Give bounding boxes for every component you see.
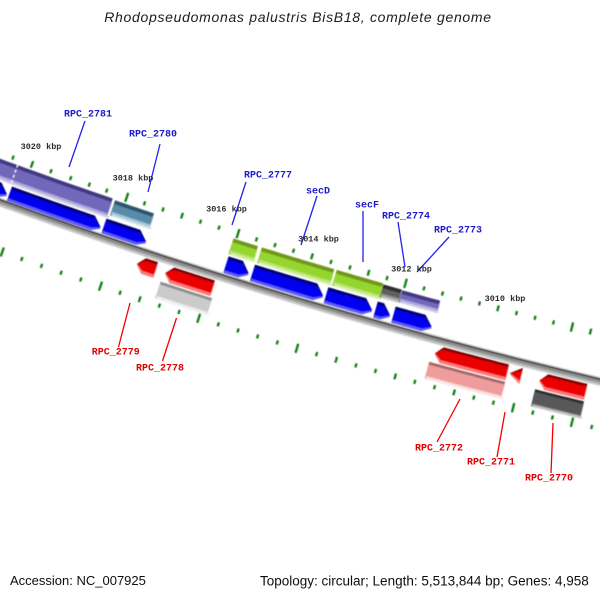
svg-text:secD: secD: [306, 187, 330, 198]
svg-text:RPC_2777: RPC_2777: [244, 171, 292, 182]
svg-text:3012 kbp: 3012 kbp: [391, 265, 432, 275]
svg-text:RPC_2778: RPC_2778: [136, 363, 184, 374]
svg-text:RPC_2770: RPC_2770: [525, 474, 573, 485]
svg-text:RPC_2772: RPC_2772: [415, 444, 463, 455]
svg-text:Topology: circular; Length: 5,: Topology: circular; Length: 5,513,844 bp…: [260, 574, 589, 589]
svg-text:RPC_2774: RPC_2774: [382, 212, 430, 223]
svg-text:RPC_2773: RPC_2773: [434, 226, 482, 237]
svg-text:3020 kbp: 3020 kbp: [21, 142, 62, 152]
svg-text:3010 kbp: 3010 kbp: [485, 294, 526, 304]
svg-text:3016 kbp: 3016 kbp: [206, 205, 247, 215]
svg-text:RPC_2780: RPC_2780: [129, 130, 177, 141]
svg-text:RPC_2779: RPC_2779: [92, 348, 140, 359]
svg-text:RPC_2781: RPC_2781: [64, 110, 112, 121]
svg-text:3018 kbp: 3018 kbp: [113, 174, 154, 184]
svg-text:Rhodopseudomonas palustris Bis: Rhodopseudomonas palustris BisB18, compl…: [104, 9, 492, 25]
svg-text:Accession: NC_007925: Accession: NC_007925: [10, 573, 146, 588]
svg-text:RPC_2771: RPC_2771: [467, 458, 515, 469]
svg-text:3014 kbp: 3014 kbp: [298, 235, 339, 245]
svg-text:secF: secF: [355, 201, 379, 212]
